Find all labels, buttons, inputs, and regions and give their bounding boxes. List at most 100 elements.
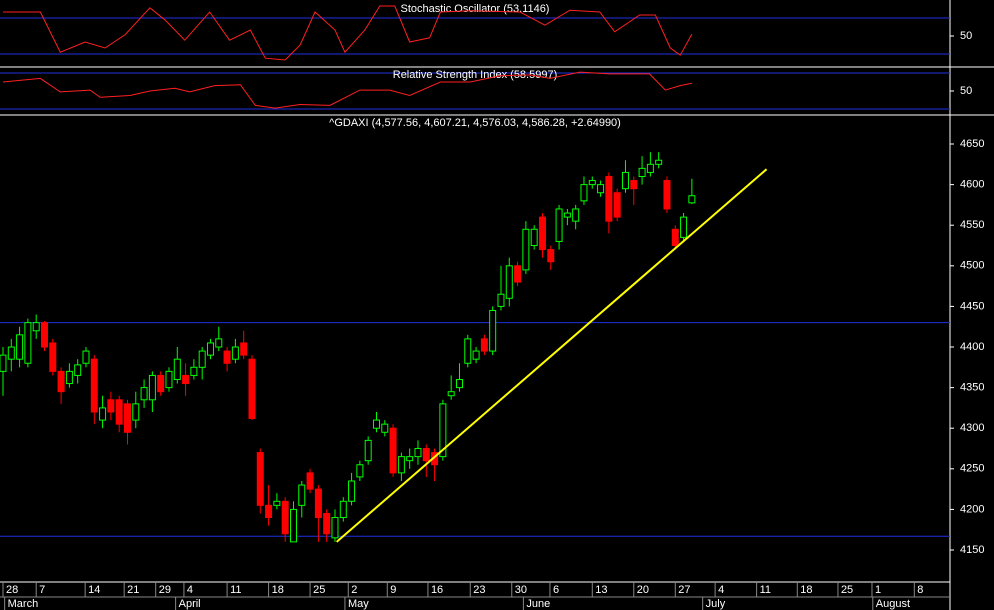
candle-body [605,175,613,222]
x-tick-label: 25 [313,584,325,596]
candle-body [381,423,389,433]
x-tick-label: 8 [917,584,923,596]
candle-body [107,399,115,413]
month-label: July [706,598,726,610]
y-tick-label: 4600 [960,179,984,191]
candle-body [323,512,331,535]
candle-body [680,216,688,238]
candle-body [140,387,148,401]
candle-body [7,346,15,360]
month-label: August [876,598,910,610]
candle-body [256,452,264,506]
candle-body [646,163,654,173]
candle-body [223,350,231,364]
y-tick-label: 4550 [960,219,984,231]
y-tick-label: 4450 [960,300,984,312]
candle-body [314,488,322,519]
candle-body [24,322,32,364]
candle-body [206,342,214,356]
candle-body [157,374,165,393]
x-tick-label: 23 [473,584,485,596]
x-tick-label: 7 [39,584,45,596]
candle-body [289,508,297,543]
candle-body [82,350,90,364]
candle-body [148,374,156,401]
y-tick-label: 4300 [960,422,984,434]
month-label: April [179,598,201,610]
candle-body [248,358,256,419]
candle-body [123,403,131,433]
x-tick-label: 4 [187,584,193,596]
candle-body [0,354,7,372]
candle-body [265,504,273,519]
candle-body [422,448,430,462]
candle-body [57,370,65,393]
candle-body [447,391,455,397]
y-tick-label: 4200 [960,503,984,515]
candle-body [165,370,173,389]
candle-body [480,338,488,352]
candle-body [240,342,248,356]
candle-body [538,216,546,251]
candle-body [281,500,289,535]
candle-body [638,167,646,177]
x-tick-label: 9 [390,584,396,596]
month-label: March [8,598,39,610]
candle-body [572,208,580,222]
candle-body [273,500,281,506]
candle-body [198,350,206,368]
candle-body [306,472,314,490]
candle-body [298,484,306,506]
x-tick-label: 25 [841,584,853,596]
candle-body [497,293,505,307]
candle-body [547,249,555,263]
candle-body [389,427,397,474]
candle-body [339,500,347,519]
x-tick-label: 2 [351,584,357,596]
month-label: May [348,598,369,610]
x-tick-label: 11 [760,584,771,596]
candle-body [397,456,405,474]
candle-body [588,180,596,186]
candle-body [671,228,679,247]
candle-body [655,159,663,165]
candle-body [132,403,140,421]
candle-body [613,192,621,218]
panel-title: ^GDAXI (4,577.56, 4,607.21, 4,576.03, 4,… [329,117,621,129]
y-tick-label: 4150 [960,544,984,556]
x-tick-label: 30 [515,584,527,596]
x-tick-label: 28 [6,584,18,596]
month-label: June [526,598,550,610]
candle-body [32,322,40,332]
candle-body [65,370,73,385]
candle-body [621,171,629,190]
panel-title: Stochastic Oscillator (53.1146) [401,3,550,15]
x-tick-label: 16 [431,584,443,596]
x-tick-label: 18 [800,584,812,596]
candle-body [331,517,339,539]
x-tick-label: 21 [127,584,139,596]
candle-body [439,403,447,458]
y-tick-label: 50 [960,30,972,42]
x-tick-label: 11 [230,584,241,596]
candle-body [348,480,356,502]
candle-body [522,228,530,271]
candle-body [530,228,538,247]
candle-body [99,407,107,421]
candle-body [597,184,605,194]
candle-body [489,309,497,352]
candle-body [215,338,223,348]
y-tick-label: 4350 [960,382,984,394]
x-tick-label: 1 [875,584,881,596]
candle-body [464,338,472,364]
candle-body [115,399,123,425]
candle-body [74,364,82,376]
candle-body [364,439,372,462]
candle-body [190,366,198,376]
candle-body [472,350,480,360]
candle-body [356,464,364,478]
y-tick-label: 4250 [960,463,984,475]
x-tick-label: 13 [595,584,607,596]
